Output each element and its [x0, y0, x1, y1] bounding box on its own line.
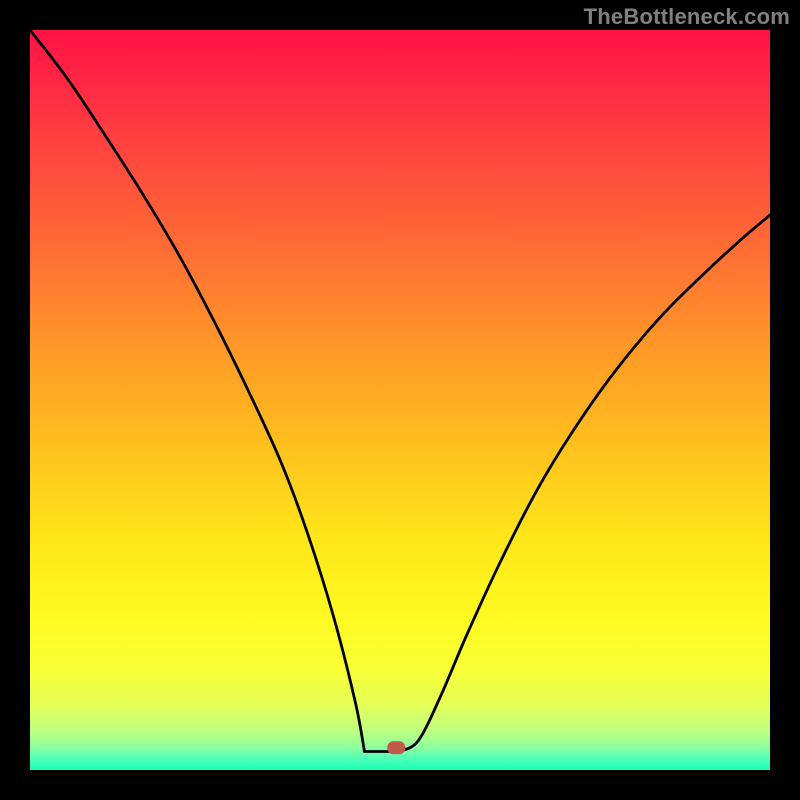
- bottleneck-chart: [0, 0, 800, 800]
- watermark-text: TheBottleneck.com: [584, 4, 790, 30]
- chart-frame: TheBottleneck.com: [0, 0, 800, 800]
- vertex-marker: [387, 741, 405, 754]
- plot-background: [30, 30, 770, 770]
